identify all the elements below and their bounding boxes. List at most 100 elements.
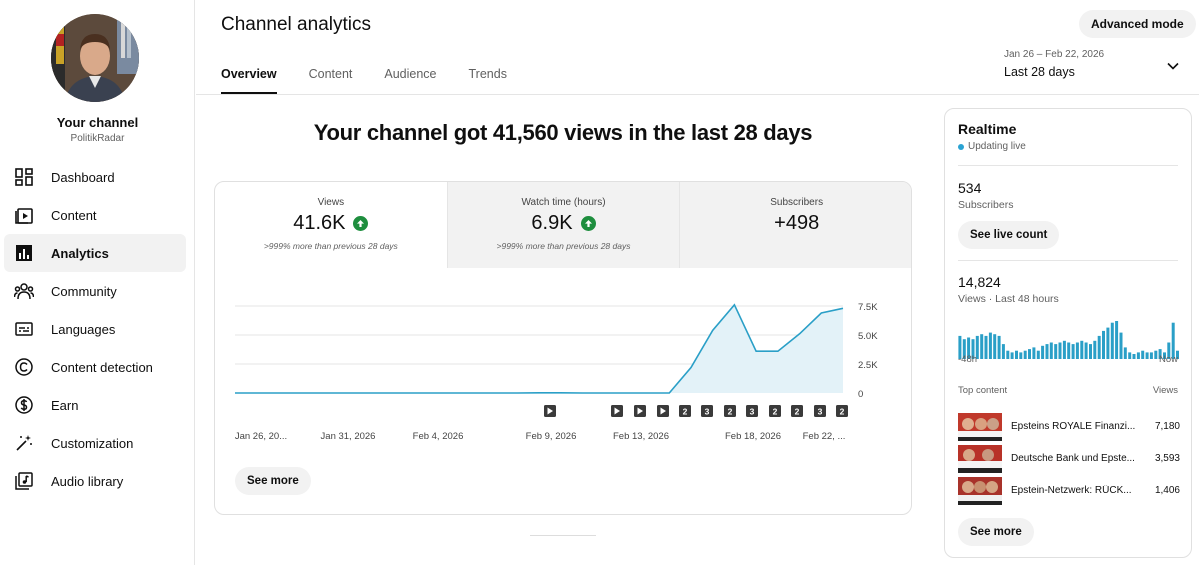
top-content-item[interactable]: Deutsche Bank und Epste... 3,593 — [958, 445, 1180, 473]
spark-bar — [1045, 344, 1049, 359]
spark-bar — [1110, 322, 1114, 359]
dollar-icon — [14, 395, 34, 415]
multi-upload-marker[interactable]: 3 — [814, 405, 826, 417]
spark-axis-start: -48h — [958, 354, 978, 365]
sidebar-item-languages[interactable]: Languages — [4, 310, 186, 348]
top-content-item[interactable]: Epstein-Netzwerk: RÜCK... 1,406 — [958, 477, 1180, 505]
spark-bar — [1093, 340, 1097, 359]
sidebar-item-label: Earn — [51, 397, 79, 413]
spark-bar — [1019, 352, 1023, 359]
multi-upload-marker[interactable]: 3 — [701, 405, 713, 417]
chevron-down-icon[interactable] — [1165, 58, 1181, 74]
page-title: Channel analytics — [221, 14, 371, 35]
arrow-up-icon — [353, 216, 369, 231]
multi-upload-marker[interactable]: 2 — [679, 405, 691, 417]
views-series-line — [235, 303, 844, 394]
advanced-mode-button[interactable]: Advanced mode — [1079, 10, 1196, 38]
sidebar-item-label: Languages — [51, 321, 116, 337]
metric-value: 6.9K — [448, 212, 680, 235]
metric-tabs: Views 41.6K >999% more than previous 28 … — [215, 182, 911, 268]
sidebar-nav: Dashboard Content Analytics Community — [4, 158, 186, 500]
multi-upload-marker[interactable]: 2 — [724, 405, 736, 417]
realtime-views-count: 14,824 — [958, 274, 1001, 290]
video-thumbnail — [958, 413, 1002, 441]
spark-bar — [1167, 342, 1171, 359]
spark-bar — [1154, 350, 1158, 359]
svg-text:2: 2 — [773, 407, 778, 417]
metric-value-text: 41.6K — [293, 212, 346, 234]
date-range-text[interactable]: Jan 26 – Feb 22, 2026 — [1004, 49, 1105, 60]
metric-subscribers[interactable]: Subscribers +498 — [680, 182, 911, 268]
tab-overview[interactable]: Overview — [221, 67, 277, 94]
spark-bar — [1128, 352, 1132, 359]
spark-bar — [1032, 347, 1036, 359]
x-tick-label: Jan 26, 20... — [235, 431, 287, 442]
sidebar-item-customization[interactable]: Customization — [4, 424, 186, 462]
realtime-views-label: Views · Last 48 hours — [958, 293, 1059, 305]
spark-bar — [1054, 344, 1058, 359]
spark-bar — [975, 335, 979, 359]
sidebar-item-content-detection[interactable]: Content detection — [4, 348, 186, 386]
y-tick-label: 5.0K — [858, 331, 878, 342]
sidebar-item-dashboard[interactable]: Dashboard — [4, 158, 186, 196]
video-thumbnail — [958, 477, 1002, 505]
see-more-button[interactable]: See more — [235, 467, 311, 495]
svg-text:3: 3 — [705, 407, 710, 417]
multi-upload-marker[interactable]: 3 — [746, 405, 758, 417]
multi-upload-marker[interactable]: 2 — [836, 405, 848, 417]
spark-bar — [997, 335, 1001, 359]
metric-value-text: +498 — [774, 212, 820, 234]
spark-bar — [1136, 352, 1140, 359]
divider — [958, 260, 1178, 261]
metric-watch-time[interactable]: Watch time (hours) 6.9K >999% more than … — [447, 182, 681, 268]
spark-bar — [962, 339, 966, 359]
tab-audience[interactable]: Audience — [384, 67, 437, 81]
sidebar-item-community[interactable]: Community — [4, 272, 186, 310]
spark-bar — [1028, 349, 1031, 359]
sidebar-item-earn[interactable]: Earn — [4, 386, 186, 424]
spark-bar — [1123, 347, 1127, 359]
metric-value: 41.6K — [215, 212, 447, 235]
live-status-text: Updating live — [968, 141, 1026, 152]
video-views: 3,593 — [1154, 453, 1180, 464]
sidebar-item-audio-library[interactable]: Audio library — [4, 462, 186, 500]
spark-bar — [1001, 344, 1005, 359]
area-fill — [235, 304, 843, 393]
top-content-label: Top content — [958, 385, 1008, 396]
metric-views[interactable]: Views 41.6K >999% more than previous 28 … — [215, 182, 448, 268]
spark-bar — [1106, 327, 1110, 359]
tab-content[interactable]: Content — [308, 67, 353, 81]
realtime-see-more-button[interactable]: See more — [958, 518, 1034, 546]
sidebar: Your channel PolitikRadar Dashboard Cont… — [0, 0, 195, 565]
tab-trends[interactable]: Trends — [468, 67, 507, 81]
metric-label: Views — [317, 197, 345, 208]
video-published-marker[interactable] — [544, 405, 556, 417]
see-live-count-button[interactable]: See live count — [958, 221, 1060, 249]
video-title: Epstein-Netzwerk: RÜCK... — [1011, 485, 1132, 496]
multi-upload-marker[interactable]: 2 — [791, 405, 803, 417]
metric-value-text: 6.9K — [531, 212, 573, 234]
audio-library-icon — [14, 471, 34, 491]
spark-bar — [1080, 340, 1084, 359]
channel-handle: PolitikRadar — [70, 133, 125, 144]
spark-bar — [1171, 322, 1175, 359]
sidebar-item-label: Community — [51, 283, 117, 299]
sidebar-item-content[interactable]: Content — [4, 196, 186, 234]
realtime-sparkline — [958, 321, 1179, 359]
spark-bar — [1006, 350, 1010, 359]
top-content-views-label: Views — [1152, 385, 1178, 396]
spark-bar — [1010, 352, 1014, 359]
channel-avatar[interactable] — [51, 14, 139, 102]
top-content-item[interactable]: Epsteins ROYALE Finanzi... 7,180 — [958, 413, 1180, 441]
video-published-marker[interactable] — [634, 405, 646, 417]
video-published-marker[interactable] — [611, 405, 623, 417]
sidebar-item-analytics[interactable]: Analytics — [4, 234, 186, 272]
video-views: 1,406 — [1154, 485, 1180, 496]
video-published-marker[interactable] — [657, 405, 669, 417]
multi-upload-marker[interactable]: 2 — [769, 405, 781, 417]
video-title: Deutsche Bank und Epste... — [1011, 453, 1135, 464]
arrow-up-icon — [580, 216, 596, 231]
date-range-label[interactable]: Last 28 days — [1004, 65, 1075, 79]
spark-bar — [1176, 350, 1179, 359]
